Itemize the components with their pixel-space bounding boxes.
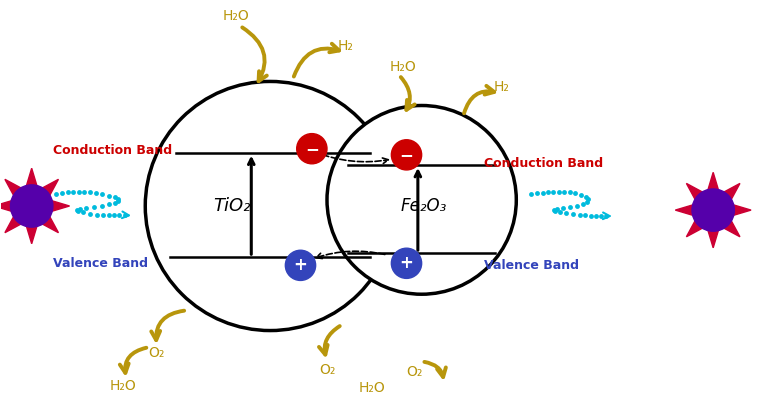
Polygon shape	[676, 204, 695, 216]
Polygon shape	[40, 179, 59, 197]
Text: TiO₂: TiO₂	[214, 197, 251, 215]
Polygon shape	[26, 224, 37, 244]
Polygon shape	[5, 215, 23, 233]
Text: H₂O: H₂O	[359, 381, 386, 395]
Polygon shape	[722, 219, 740, 237]
Polygon shape	[708, 228, 719, 248]
Text: H₂O: H₂O	[109, 379, 136, 393]
Text: Valence Band: Valence Band	[53, 257, 148, 270]
Ellipse shape	[692, 189, 734, 231]
Text: O₂: O₂	[148, 346, 165, 360]
Polygon shape	[50, 200, 69, 212]
Ellipse shape	[327, 105, 516, 294]
Polygon shape	[0, 200, 14, 212]
Polygon shape	[722, 183, 740, 201]
Ellipse shape	[11, 185, 53, 227]
Text: H₂: H₂	[493, 80, 509, 94]
Text: −: −	[400, 146, 413, 164]
Polygon shape	[686, 183, 705, 201]
Text: H₂O: H₂O	[223, 9, 249, 23]
Text: O₂: O₂	[318, 363, 335, 377]
Text: −: −	[305, 140, 318, 158]
Text: O₂: O₂	[406, 365, 423, 379]
Text: +: +	[293, 256, 308, 274]
Ellipse shape	[391, 248, 422, 279]
Text: Conduction Band: Conduction Band	[53, 144, 172, 157]
Ellipse shape	[296, 133, 327, 164]
Polygon shape	[40, 215, 59, 233]
Polygon shape	[686, 219, 705, 237]
Text: Valence Band: Valence Band	[484, 259, 579, 272]
Ellipse shape	[145, 82, 395, 330]
Polygon shape	[708, 172, 719, 192]
Polygon shape	[731, 204, 751, 216]
Text: +: +	[400, 254, 413, 272]
Text: Conduction Band: Conduction Band	[484, 157, 603, 169]
Polygon shape	[26, 168, 37, 188]
Ellipse shape	[285, 250, 315, 281]
Ellipse shape	[391, 140, 422, 170]
Text: H₂: H₂	[338, 40, 354, 54]
Polygon shape	[5, 179, 23, 197]
Text: H₂O: H₂O	[389, 60, 416, 74]
Text: Fe₂O₃: Fe₂O₃	[401, 197, 447, 215]
